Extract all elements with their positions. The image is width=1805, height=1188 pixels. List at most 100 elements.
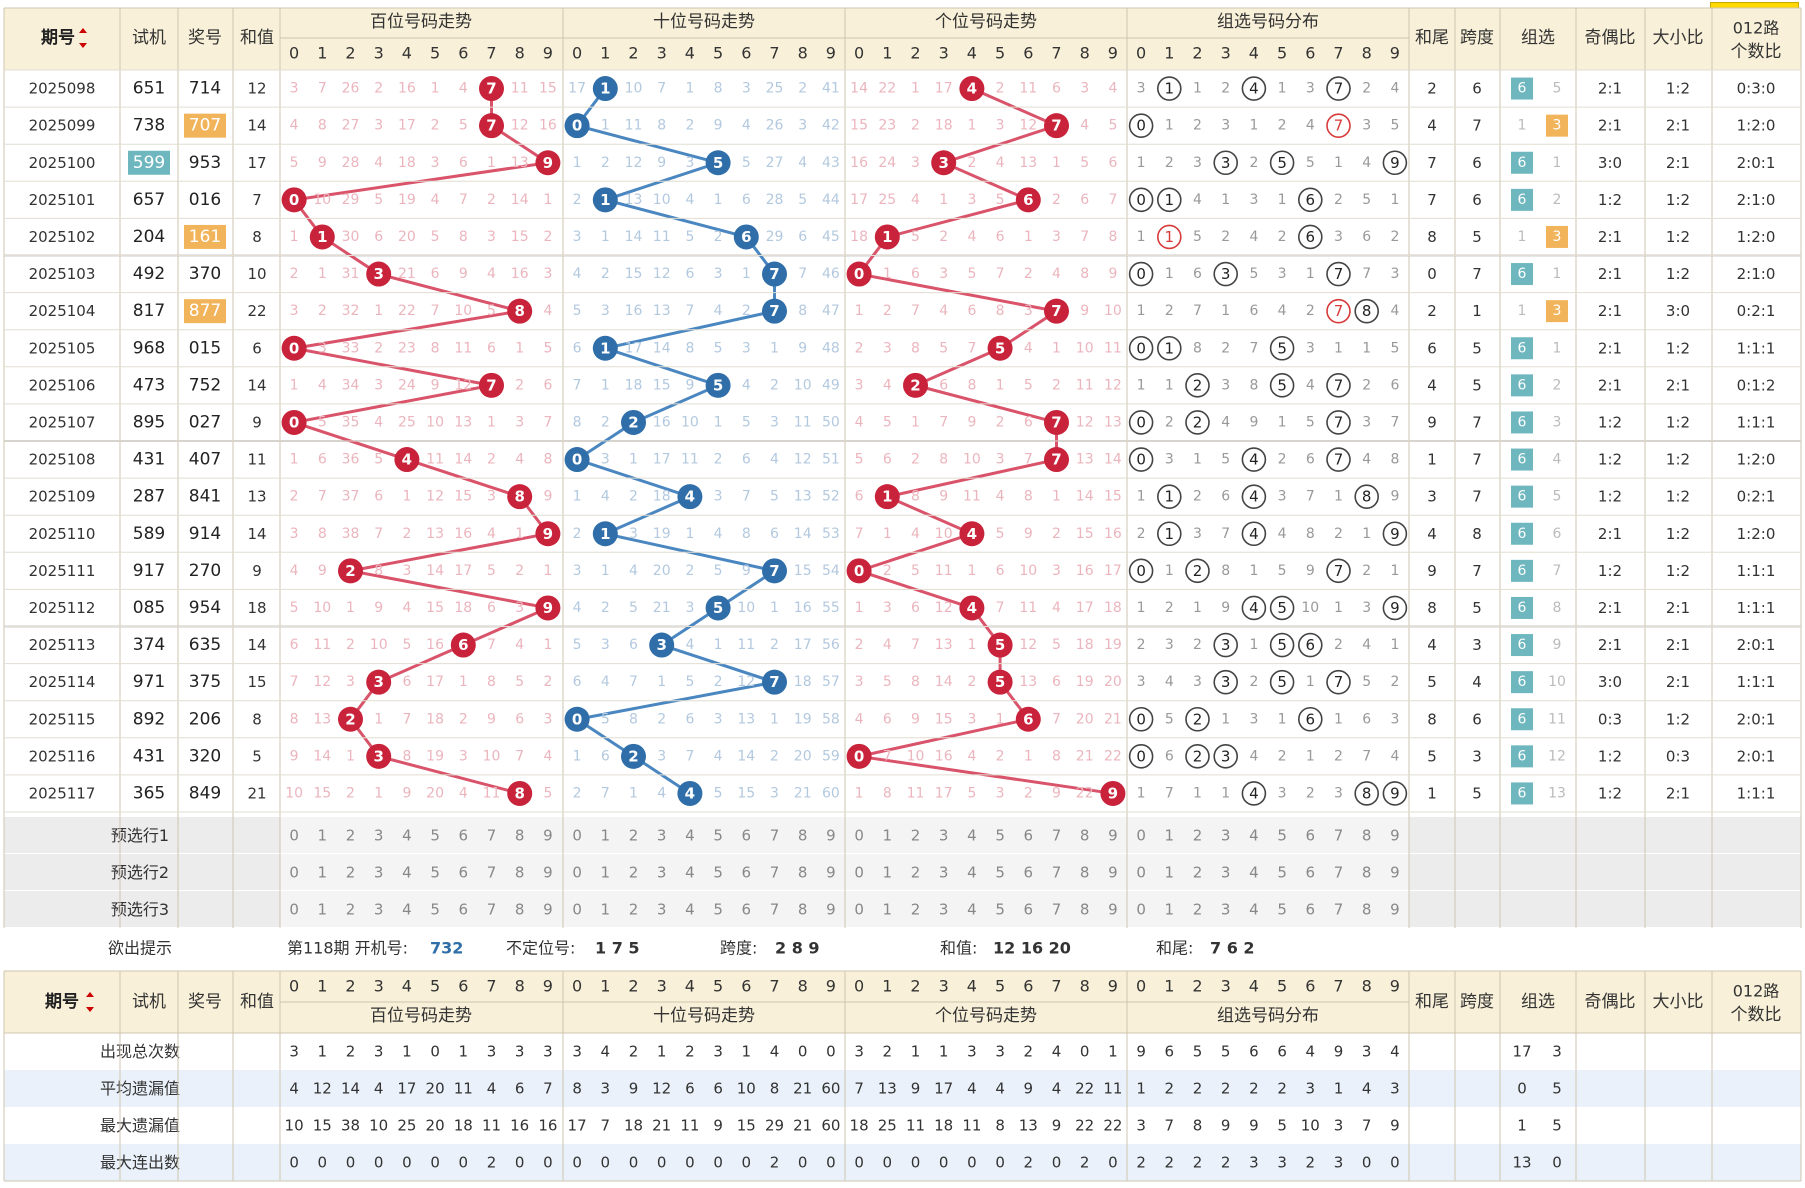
stat-value: 15: [313, 1117, 332, 1135]
ball-digit: 7: [1051, 117, 1061, 135]
header-group-0: 百位号码走势: [370, 12, 472, 32]
miss-value: 12: [935, 600, 953, 616]
preselect-digit: 9: [1108, 864, 1118, 882]
ball-digit: 8: [514, 488, 524, 506]
group-ring: [1213, 261, 1238, 287]
group3-val: 7: [1553, 563, 1562, 579]
prize-cell: 161: [189, 227, 221, 247]
trial-cell: 431: [133, 450, 165, 470]
miss-value: 6: [967, 303, 976, 319]
miss-value: 5: [742, 414, 751, 430]
tail-cell: 7: [1427, 154, 1437, 172]
miss-value: 14: [426, 563, 444, 579]
preselect-digit: 8: [1362, 901, 1372, 919]
span-cell: 5: [1472, 599, 1482, 617]
miss-value: 1: [1165, 266, 1174, 282]
miss-value: 8: [487, 674, 496, 690]
miss-value: 24: [398, 377, 416, 393]
bigsmall-cell: 2:1: [1666, 636, 1690, 654]
stat-value: 1: [459, 1043, 469, 1061]
ball-units: [987, 632, 1013, 658]
ball-digit: 1: [600, 525, 610, 543]
group-digit: 7: [1334, 451, 1344, 469]
miss-value: 58: [822, 711, 840, 727]
preselect-digit: 8: [1080, 864, 1090, 882]
miss-value: 8: [939, 452, 948, 468]
footer-sum: 和值: [240, 992, 274, 1012]
stat-value: 2: [1193, 1080, 1203, 1098]
stat-value: 0: [798, 1043, 808, 1061]
stat-value: 0: [995, 1154, 1005, 1172]
preselect-digit: 3: [939, 901, 949, 919]
miss-value: 6: [1052, 674, 1061, 690]
miss-value: 7: [1362, 748, 1371, 764]
miss-value: 8: [883, 785, 892, 801]
miss-value: 4: [657, 785, 666, 801]
miss-value: 1: [601, 377, 610, 393]
sum-cell: 14: [247, 525, 266, 543]
miss-value: 12: [426, 489, 444, 505]
ball-digit: 1: [600, 339, 610, 357]
prize-cell: 270: [189, 561, 221, 581]
span-cell: 6: [1472, 154, 1482, 172]
miss-value: 3: [714, 266, 723, 282]
miss-value: 5: [1306, 155, 1315, 171]
preselect-digit: 4: [967, 827, 977, 845]
stat-value: 2: [1024, 1154, 1034, 1172]
miss-value: 1: [883, 266, 892, 282]
miss-value: 7: [996, 266, 1005, 282]
hint-sum-val: 12 16 20: [993, 939, 1071, 958]
group6-box: [1511, 596, 1533, 619]
miss-value: 12: [1104, 377, 1122, 393]
miss-value: 17: [935, 81, 953, 97]
road-cell: 2:1:0: [1737, 265, 1776, 283]
period-cell: 2025117: [29, 784, 96, 802]
miss-value: 7: [1249, 340, 1258, 356]
miss-value: 17: [426, 674, 444, 690]
preselect-digit: 9: [826, 901, 836, 919]
ball-hundreds: [281, 187, 307, 213]
miss-value: 1: [346, 600, 355, 616]
miss-value: 17: [653, 452, 671, 468]
miss-value: 7: [657, 81, 666, 97]
stat-value: 6: [1249, 1043, 1259, 1061]
header-prize: 奖号: [188, 28, 222, 48]
miss-value: 18: [398, 155, 416, 171]
miss-value: 1: [374, 785, 383, 801]
stat-value: 4: [1052, 1043, 1062, 1061]
miss-value: 17: [850, 192, 868, 208]
stat-value: 17: [568, 1117, 587, 1135]
preselect-digit: 4: [402, 901, 412, 919]
span-cell: 4: [1472, 673, 1482, 691]
preselect-digit: 5: [1277, 864, 1287, 882]
miss-value: 4: [996, 489, 1005, 505]
miss-value: 6: [459, 155, 468, 171]
preselect-digit: 2: [911, 827, 921, 845]
footer-digit: 5: [713, 977, 723, 996]
miss-value: 1: [601, 118, 610, 134]
miss-value: 2: [1221, 340, 1230, 356]
miss-value: 6: [1362, 229, 1371, 245]
group-ring: [1326, 558, 1351, 584]
miss-value: 6: [1024, 414, 1033, 430]
group6-box: [1511, 448, 1533, 471]
sum-cell: 7: [252, 191, 262, 209]
miss-value: 4: [855, 414, 864, 430]
miss-value: 9: [1306, 563, 1315, 579]
preselect-digit: 5: [995, 864, 1005, 882]
prize-cell: 707: [189, 116, 221, 136]
preselect-digit: 8: [1080, 827, 1090, 845]
group6-box: [1511, 708, 1533, 731]
miss-value: 3: [1165, 637, 1174, 653]
miss-value: 2: [770, 637, 779, 653]
ball-digit: 1: [600, 191, 610, 209]
preselect-digit: 3: [657, 827, 667, 845]
header-digit: 1: [882, 44, 892, 63]
miss-value: 16: [850, 155, 868, 171]
stat-value: 1: [1108, 1043, 1118, 1061]
footer-digit: 6: [1023, 977, 1033, 996]
stat-value: 1: [1136, 1080, 1146, 1098]
group-ring: [1241, 781, 1267, 806]
miss-value: 13: [737, 711, 755, 727]
group-digit: 9: [1390, 154, 1400, 172]
